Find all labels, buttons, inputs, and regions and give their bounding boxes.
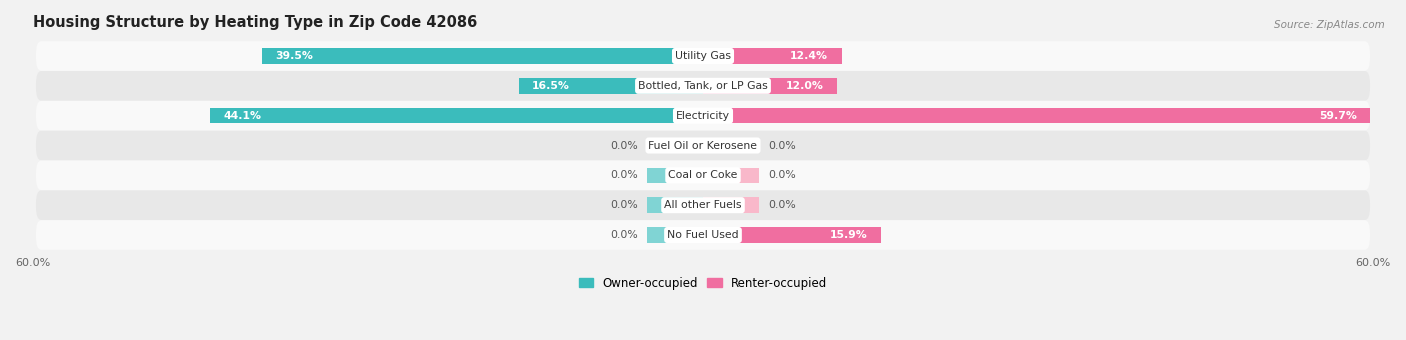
Bar xyxy=(703,138,759,153)
Bar xyxy=(647,168,703,183)
Text: Source: ZipAtlas.com: Source: ZipAtlas.com xyxy=(1274,20,1385,30)
Text: 0.0%: 0.0% xyxy=(610,200,638,210)
Text: Bottled, Tank, or LP Gas: Bottled, Tank, or LP Gas xyxy=(638,81,768,91)
Bar xyxy=(703,198,759,213)
FancyBboxPatch shape xyxy=(37,101,1369,131)
FancyBboxPatch shape xyxy=(37,131,1369,160)
Text: 44.1%: 44.1% xyxy=(224,111,262,121)
Text: Coal or Coke: Coal or Coke xyxy=(668,170,738,180)
Text: 0.0%: 0.0% xyxy=(610,140,638,151)
Bar xyxy=(647,198,703,213)
Text: No Fuel Used: No Fuel Used xyxy=(668,230,738,240)
Text: 16.5%: 16.5% xyxy=(531,81,569,91)
Bar xyxy=(703,108,1369,123)
Text: Fuel Oil or Kerosene: Fuel Oil or Kerosene xyxy=(648,140,758,151)
Bar xyxy=(703,227,880,243)
Bar xyxy=(703,168,759,183)
Text: 0.0%: 0.0% xyxy=(610,170,638,180)
Text: 0.0%: 0.0% xyxy=(610,230,638,240)
Bar xyxy=(262,48,703,64)
Text: 15.9%: 15.9% xyxy=(830,230,868,240)
Bar xyxy=(703,48,842,64)
Legend: Owner-occupied, Renter-occupied: Owner-occupied, Renter-occupied xyxy=(574,272,832,294)
FancyBboxPatch shape xyxy=(37,220,1369,250)
Bar xyxy=(211,108,703,123)
Text: 12.0%: 12.0% xyxy=(786,81,824,91)
Bar xyxy=(519,78,703,94)
FancyBboxPatch shape xyxy=(37,190,1369,220)
Text: Electricity: Electricity xyxy=(676,111,730,121)
Text: All other Fuels: All other Fuels xyxy=(664,200,742,210)
Text: 12.4%: 12.4% xyxy=(790,51,828,61)
Text: 39.5%: 39.5% xyxy=(276,51,314,61)
Text: Housing Structure by Heating Type in Zip Code 42086: Housing Structure by Heating Type in Zip… xyxy=(32,15,477,30)
FancyBboxPatch shape xyxy=(37,160,1369,190)
FancyBboxPatch shape xyxy=(37,41,1369,71)
Text: 0.0%: 0.0% xyxy=(768,170,796,180)
Bar xyxy=(703,78,837,94)
Bar xyxy=(647,227,703,243)
Bar xyxy=(647,138,703,153)
Text: 0.0%: 0.0% xyxy=(768,200,796,210)
Text: 59.7%: 59.7% xyxy=(1319,111,1357,121)
FancyBboxPatch shape xyxy=(37,71,1369,101)
Text: Utility Gas: Utility Gas xyxy=(675,51,731,61)
Text: 0.0%: 0.0% xyxy=(768,140,796,151)
